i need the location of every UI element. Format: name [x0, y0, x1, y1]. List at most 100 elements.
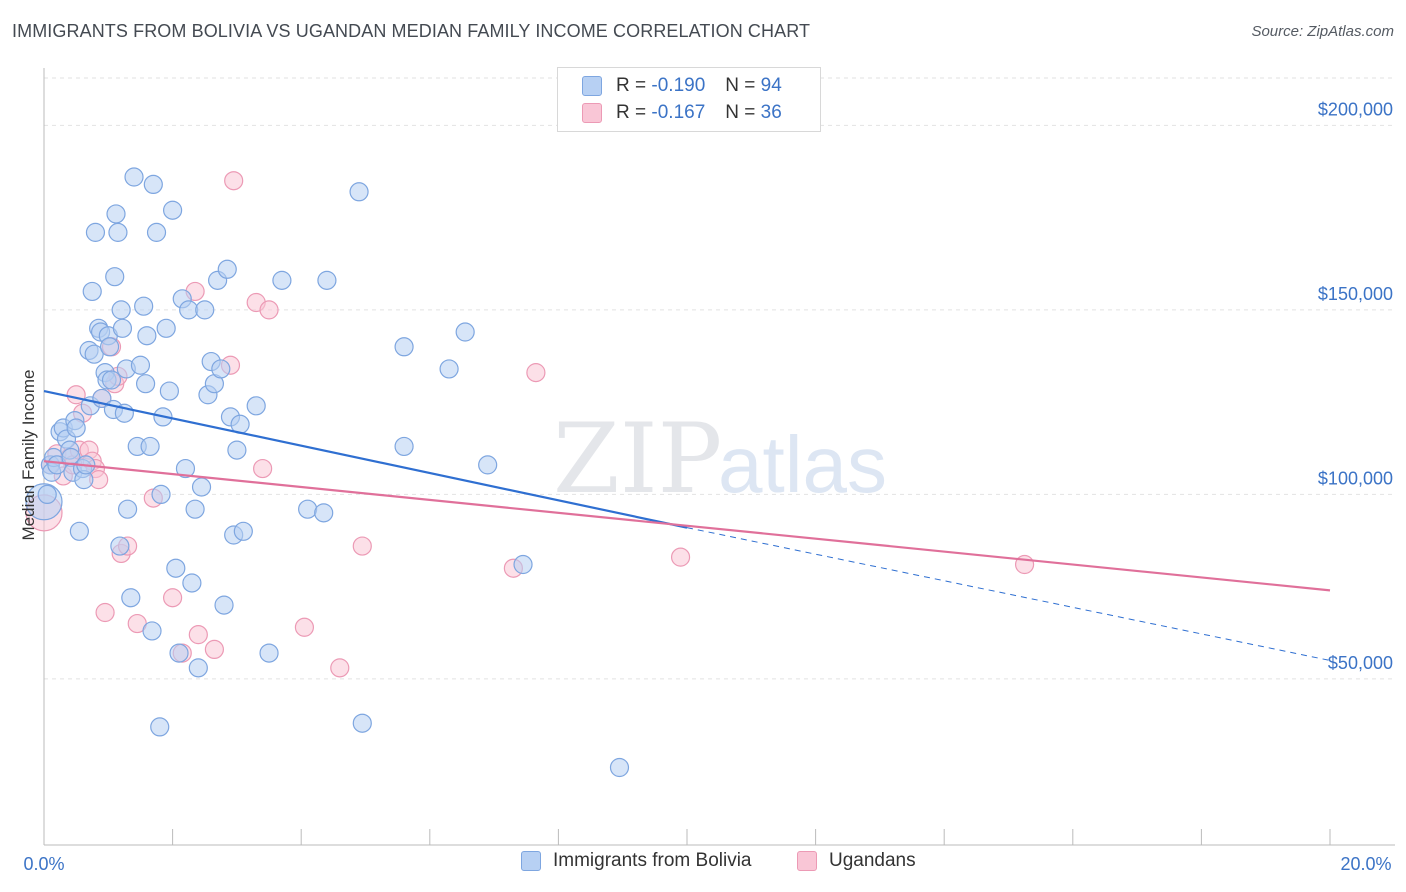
- chart-title: IMMIGRANTS FROM BOLIVIA VS UGANDAN MEDIA…: [12, 21, 811, 41]
- ugandans-point-31: [253, 458, 273, 479]
- bolivia-point-74: [217, 259, 237, 279]
- legend-n-label: N =: [725, 102, 756, 123]
- legend-label-bolivia: Immigrants from Bolivia: [553, 850, 752, 871]
- bolivia-point-67: [195, 300, 215, 320]
- bolivia-point-64: [185, 499, 205, 519]
- bolivia-point-35: [110, 536, 130, 556]
- bolivia-point-84: [314, 503, 334, 523]
- bolivia-point-37: [112, 318, 133, 338]
- legend-r-label: R =: [616, 75, 647, 96]
- bolivia-point-58: [166, 558, 186, 578]
- bolivia-point-56: [159, 381, 179, 401]
- y-tick-label-3: $200,000: [1318, 99, 1393, 119]
- bolivia-point-59: [169, 643, 189, 663]
- bolivia-point-55: [156, 318, 176, 338]
- bolivia-point-20: [82, 281, 102, 302]
- ugandans-point-30: [259, 300, 279, 320]
- bolivia-point-44: [130, 355, 151, 375]
- bolivia-point-22: [85, 222, 106, 242]
- bolivia-point-65: [188, 658, 208, 678]
- bolivia-point-85: [317, 270, 337, 290]
- grid-lines: [44, 77, 1395, 680]
- ugandans-point-33: [330, 658, 350, 678]
- ugandans-point-25: [188, 625, 208, 645]
- bolivia-point-41: [121, 588, 141, 608]
- bolivia-point-83: [298, 499, 318, 519]
- y-tick-label-2: $150,000: [1318, 284, 1393, 304]
- bolivia-point-92: [478, 455, 498, 475]
- legend-r-value: -0.190: [651, 75, 706, 96]
- legend-swatch-pink: [582, 103, 602, 123]
- bolivia-point-14: [69, 521, 89, 541]
- bolivia-point-42: [124, 167, 144, 187]
- bolivia-point-77: [227, 440, 247, 460]
- bolivia-point-45: [134, 296, 154, 316]
- legend-swatch-blue: [521, 851, 541, 871]
- bolivia-point-62: [179, 300, 199, 320]
- watermark: ZIP atlas: [553, 403, 887, 515]
- stats-legend: R = -0.190 N = 94 R = -0.167 N = 36: [557, 67, 821, 132]
- series-legend: Immigrants from Bolivia Ugandans: [0, 850, 1406, 880]
- legend-n-label: N =: [725, 75, 756, 96]
- legend-swatch-blue: [582, 76, 602, 96]
- tick-labels: $50,000 $100,000 $150,000 $200,000 0.0% 20.0%: [23, 99, 1393, 874]
- legend-label-ugandans: Ugandans: [829, 850, 916, 871]
- bolivia-point-87: [352, 713, 372, 733]
- axes: [43, 68, 1395, 846]
- bolivia-point-53: [151, 484, 171, 505]
- bolivia-point-49: [142, 621, 162, 641]
- bolivia-point-82: [272, 270, 292, 290]
- legend-row-bolivia: R = -0.190 N = 94: [582, 73, 782, 99]
- bolivia-point-86: [349, 182, 369, 202]
- bolivia-point-52: [150, 717, 170, 737]
- bolivia-point-81: [259, 643, 279, 663]
- bolivia-point-91: [455, 322, 475, 342]
- ugandans-point-34: [352, 536, 372, 556]
- bolivia-point-90: [439, 359, 459, 379]
- legend-item-ugandans: Ugandans: [797, 850, 916, 872]
- y-axis-title: Median Family Income: [19, 369, 38, 540]
- bolivia-point-51: [146, 222, 167, 242]
- bolivia-point-57: [163, 200, 183, 220]
- bolivia-point-40: [117, 499, 138, 519]
- bolivia-point-1: [37, 484, 57, 505]
- ugandans-point-32: [294, 617, 315, 637]
- legend-r-label: R =: [616, 102, 647, 123]
- series-bolivia-points: [25, 167, 630, 778]
- trend-line-bolivia: [43, 389, 688, 529]
- watermark-zip: ZIP: [553, 403, 722, 515]
- bolivia-point-21: [84, 344, 104, 364]
- bolivia-point-61: [175, 458, 196, 479]
- x-tick-label-start: 0.0%: [23, 854, 64, 874]
- ugandans-point-26: [204, 639, 224, 660]
- ugandans-point-22: [163, 588, 183, 608]
- legend-row-ugandans: R = -0.167 N = 36: [582, 100, 782, 126]
- watermark-atlas: atlas: [718, 420, 887, 509]
- ugandans-point-37: [670, 547, 691, 567]
- trend-lines: [43, 389, 1331, 661]
- bolivia-point-80: [246, 396, 266, 416]
- legend-item-bolivia: Immigrants from Bolivia: [521, 850, 752, 872]
- bolivia-point-48: [140, 436, 160, 457]
- source-credit: Source: ZipAtlas.com: [1251, 23, 1394, 40]
- bolivia-point-33: [106, 204, 126, 224]
- bolivia-point-32: [105, 267, 125, 287]
- bolivia-point-73: [214, 595, 234, 615]
- bolivia-point-88: [394, 337, 414, 357]
- bolivia-point-63: [182, 573, 202, 593]
- bolivia-point-94: [609, 757, 630, 778]
- bolivia-point-47: [137, 326, 157, 346]
- bolivia-point-89: [394, 436, 414, 457]
- trend-line-bolivia-extension: [686, 527, 1331, 661]
- legend-swatch-pink: [797, 851, 817, 871]
- ugandans-point-36: [526, 363, 546, 383]
- bolivia-point-30: [101, 370, 122, 390]
- legend-n-value: 36: [760, 102, 782, 123]
- x-tick-label-end: 20.0%: [1340, 854, 1391, 874]
- legend-n-value: 94: [760, 75, 782, 96]
- bolivia-point-79: [233, 521, 253, 541]
- bolivia-point-72: [211, 359, 231, 379]
- y-tick-label-1: $100,000: [1318, 468, 1393, 488]
- bolivia-point-50: [143, 174, 163, 195]
